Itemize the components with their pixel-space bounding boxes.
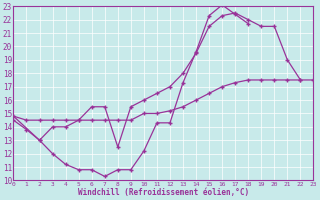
X-axis label: Windchill (Refroidissement éolien,°C): Windchill (Refroidissement éolien,°C) xyxy=(78,188,249,197)
